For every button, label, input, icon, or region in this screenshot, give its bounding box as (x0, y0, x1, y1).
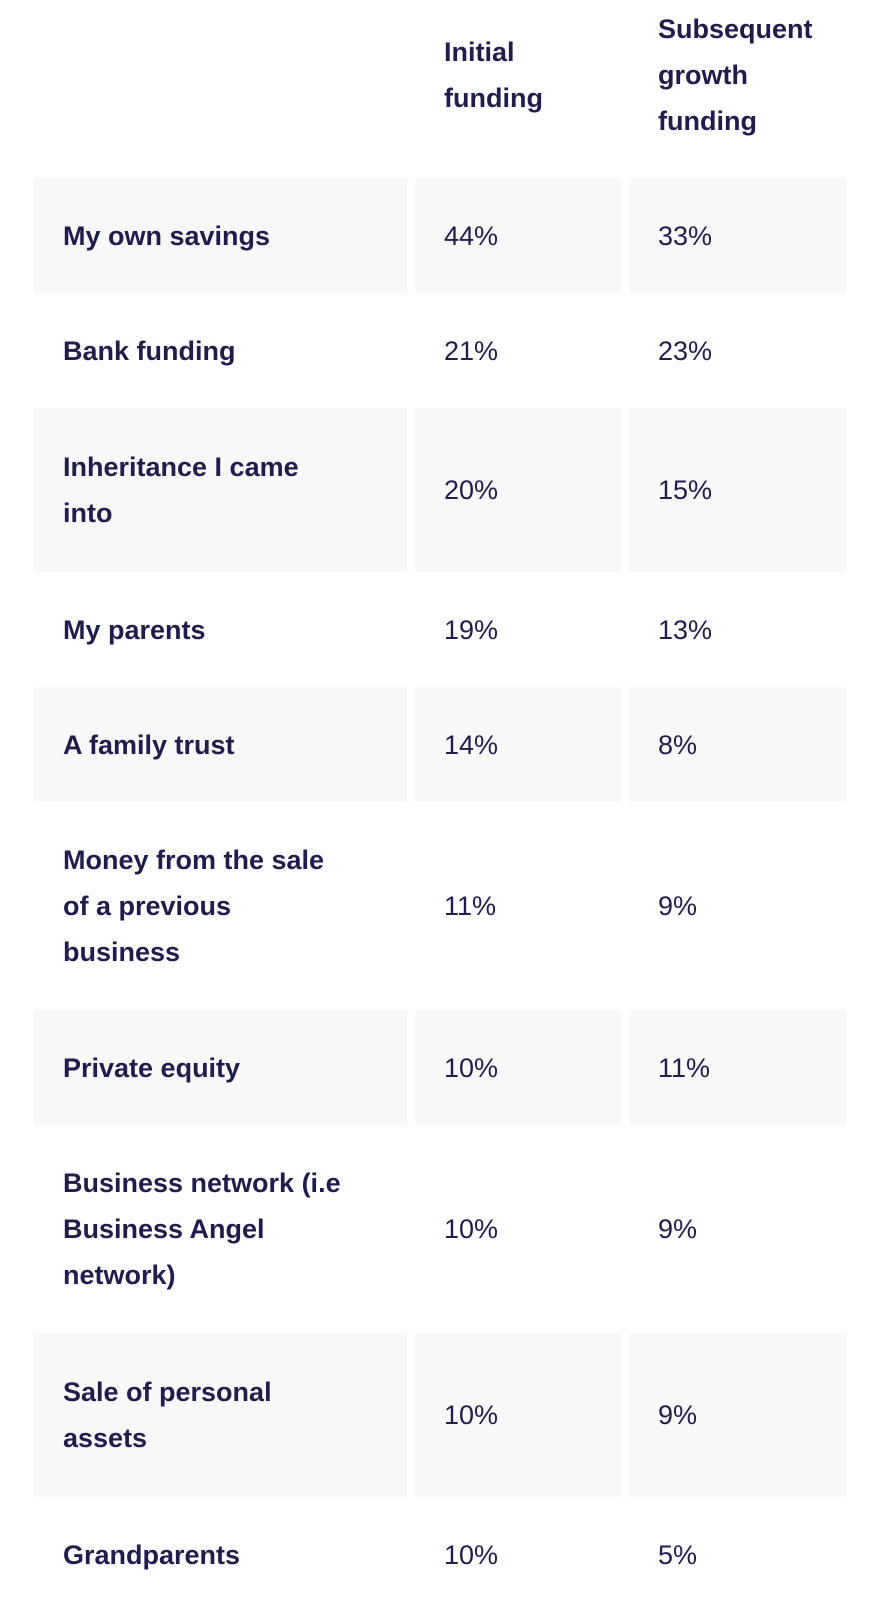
initial-funding-value: 10% (415, 1497, 621, 1612)
funding-sources-table: Initial funding Subsequent growth fundin… (34, 0, 846, 1612)
subsequent-growth-funding-value: 5% (629, 1497, 846, 1612)
table-row: Private equity 10% 11% (34, 1010, 846, 1125)
table-row: Money from the sale of a previous busine… (34, 802, 846, 1010)
initial-funding-value: 44% (415, 178, 621, 293)
table-header-row: Initial funding Subsequent growth fundin… (34, 0, 846, 150)
funding-source-label: Sale of personal assets (34, 1333, 407, 1497)
header-subsequent-growth-funding: Subsequent growth funding (658, 14, 813, 136)
subsequent-growth-funding-value: 23% (629, 293, 846, 408)
funding-source-label: My parents (34, 572, 407, 687)
subsequent-growth-funding-value: 9% (629, 1125, 846, 1333)
funding-source-label: Business network (i.e Business Angel net… (34, 1125, 407, 1333)
funding-source-label: Bank funding (34, 293, 407, 408)
header-spacer (34, 150, 846, 178)
table-row: Sale of personal assets 10% 9% (34, 1333, 846, 1497)
initial-funding-value: 10% (415, 1125, 621, 1333)
table-row: My own savings 44% 33% (34, 178, 846, 293)
initial-funding-value: 10% (415, 1333, 621, 1497)
initial-funding-value: 21% (415, 293, 621, 408)
funding-source-label: My own savings (34, 178, 407, 293)
table-row: My parents 19% 13% (34, 572, 846, 687)
funding-source-label: Private equity (34, 1010, 407, 1125)
table-row: Bank funding 21% 23% (34, 293, 846, 408)
initial-funding-value: 14% (415, 687, 621, 802)
funding-source-label: Grandparents (34, 1497, 407, 1612)
funding-source-label: Money from the sale of a previous busine… (34, 802, 407, 1010)
subsequent-growth-funding-value: 8% (629, 687, 846, 802)
table-row: Inheritance I came into 20% 15% (34, 408, 846, 572)
subsequent-growth-funding-value: 15% (629, 408, 846, 572)
header-funding-source (34, 0, 407, 150)
subsequent-growth-funding-value: 9% (629, 1333, 846, 1497)
subsequent-growth-funding-value: 13% (629, 572, 846, 687)
table-row: Grandparents 10% 5% (34, 1497, 846, 1612)
initial-funding-value: 19% (415, 572, 621, 687)
initial-funding-value: 10% (415, 1010, 621, 1125)
funding-source-label: Inheritance I came into (34, 408, 407, 572)
funding-source-label: A family trust (34, 687, 407, 802)
table-row: A family trust 14% 8% (34, 687, 846, 802)
subsequent-growth-funding-value: 11% (629, 1010, 846, 1125)
subsequent-growth-funding-value: 33% (629, 178, 846, 293)
subsequent-growth-funding-value: 9% (629, 802, 846, 1010)
header-initial-funding: Initial funding (444, 37, 543, 113)
initial-funding-value: 11% (415, 802, 621, 1010)
table-body: My own savings 44% 33% Bank funding 21% … (34, 178, 846, 1612)
initial-funding-value: 20% (415, 408, 621, 572)
table-row: Business network (i.e Business Angel net… (34, 1125, 846, 1333)
